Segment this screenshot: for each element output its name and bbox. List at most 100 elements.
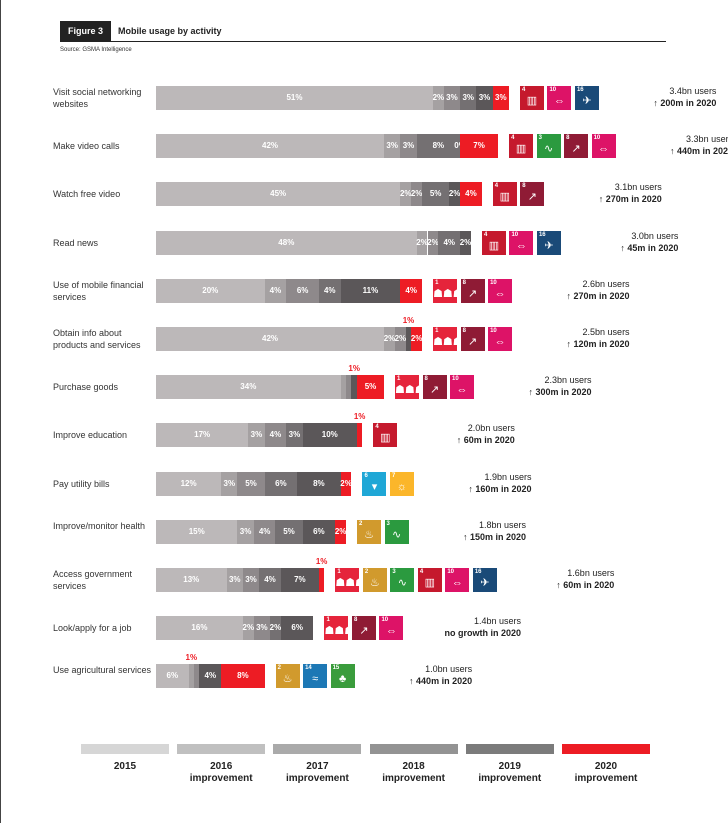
row-label: Watch free video xyxy=(53,189,121,200)
legend-label-2015: 2015 xyxy=(81,761,169,773)
legend-year: 2016 xyxy=(210,761,233,772)
bar-segment-label: 7% xyxy=(294,575,306,584)
bar-segment-label: 48% xyxy=(278,237,295,247)
dove-icon: ✈ xyxy=(544,239,554,252)
sdg-1-person-group-icon: 1 ☗☗☗ xyxy=(335,568,365,592)
bar-segment-2016 xyxy=(416,230,428,255)
bar-segment-label: 5% xyxy=(429,189,442,199)
bar-segment-label: 51% xyxy=(286,93,303,102)
bar-segment-2017 xyxy=(400,134,417,159)
heartbeat-icon: ∿ xyxy=(391,528,402,541)
bar-segment-2018 xyxy=(416,134,461,159)
sdg-4-book-icon: 4 ▥ xyxy=(519,86,544,110)
users-summary: 3.1bn users ↑ 270m in 2020 xyxy=(552,181,662,205)
bar-segment-2017 xyxy=(237,471,265,496)
growth-chart-icon: ↗ xyxy=(527,191,537,204)
users-summary: 2.3bn users ↑ 300m in 2020 xyxy=(482,374,592,398)
book-icon: ▥ xyxy=(515,143,527,156)
bar-segment-2020 xyxy=(335,519,347,544)
legend-year: 2020 xyxy=(594,761,618,772)
bar-segment-label: 45% xyxy=(270,189,287,199)
sdg-1-person-group-icon: 1 ☗☗☗ xyxy=(433,278,463,303)
sdg-number: 10 xyxy=(593,135,601,142)
bar-segment-label: 2% xyxy=(394,334,407,343)
bar-segment-label: 3% xyxy=(256,623,268,633)
users-growth: ↑ 160m in 2020 xyxy=(468,483,532,494)
bar-segment-label: 3% xyxy=(478,93,491,102)
row-label: Look/apply for a job xyxy=(53,623,132,634)
bar-segment-label: 16% xyxy=(191,623,208,633)
sdg-10-equality-icon: 10 ⇔ xyxy=(509,230,534,255)
sdg-number: 1 xyxy=(337,569,341,575)
users-summary: 1.0bn users ↑ 440m in 2020 xyxy=(362,663,472,687)
equality-icon: ⇔ xyxy=(494,287,506,300)
bar-segment-label: 4% xyxy=(405,285,417,295)
sdg-10-equality-icon: 10 ⇔ xyxy=(450,375,475,400)
legend-label-2018: 2018 improvement xyxy=(370,761,458,785)
sdg-number: 1 xyxy=(326,617,330,624)
users-count: 3.0bn users xyxy=(631,230,679,241)
legend-swatch-2016 xyxy=(177,744,266,754)
bar-segment-2019 xyxy=(297,471,341,496)
users-count: 1.4bn users xyxy=(473,616,521,627)
bar-segment-2016 xyxy=(384,327,395,351)
row-label: Read news xyxy=(53,237,99,248)
bar-segment-2017 xyxy=(411,182,423,207)
bar-segment-label: 6% xyxy=(296,285,309,295)
sdg-number: 8 xyxy=(424,376,428,383)
sdg-number: 8 xyxy=(566,135,570,142)
users-count: 1.9bn users xyxy=(484,471,532,482)
legend-label-2020: 2020 improvement xyxy=(562,761,650,785)
book-icon: ▥ xyxy=(499,191,510,204)
users-growth: ↑ 270m in 2020 xyxy=(598,194,662,205)
bar-segment-2016 xyxy=(248,423,265,448)
bar-segment-label: 11% xyxy=(362,285,379,295)
sdg-4-book-icon: 4 ▥ xyxy=(492,182,517,207)
bar-segment-label: 1% xyxy=(353,412,366,422)
bar-segment-2016 xyxy=(264,278,287,303)
sun-icon: ☼ xyxy=(396,480,408,493)
growth-chart-icon: ↗ xyxy=(467,336,478,348)
bar-segment-2020 xyxy=(356,423,363,448)
bar-segment-2015 xyxy=(156,471,222,496)
bar-segment-2015 xyxy=(156,327,385,351)
bar-segment-2018 xyxy=(275,519,303,544)
bar-segment-2020 xyxy=(356,375,385,400)
sdg-number: 8 xyxy=(522,183,526,190)
bar-segment-label: 5% xyxy=(283,526,295,536)
sdg-number: 3 xyxy=(538,135,542,142)
users-summary: 1.6bn users ↑ 60m in 2020 xyxy=(504,567,614,591)
figure-title: Mobile usage by activity xyxy=(118,26,222,36)
bar-segment-2016 xyxy=(221,471,238,496)
sdg-number: 1 xyxy=(397,376,401,383)
sdg-number: 1 xyxy=(435,279,439,286)
sdg-8-growth-chart-icon: 8 ↗ xyxy=(422,375,447,400)
users-count: 1.6bn users xyxy=(567,568,615,578)
bar-segment-label: 8% xyxy=(432,141,445,151)
growth-chart-icon: ↗ xyxy=(359,625,369,638)
bar-segment-2016 xyxy=(226,568,243,592)
bar-segment-label: 3% xyxy=(495,93,507,102)
bar-segment-2018 xyxy=(286,423,303,448)
users-count: 1.8bn users xyxy=(479,519,527,530)
users-count: 2.0bn users xyxy=(467,423,515,434)
figure-tag: Figure 3 xyxy=(60,21,112,41)
legend-year: 2018 xyxy=(402,761,425,772)
bar-segment-label: 3% xyxy=(446,93,458,102)
person-group-icon: ☗☗☗ xyxy=(433,287,463,300)
title-divider xyxy=(60,41,666,42)
bar-segment-label: 3% xyxy=(386,141,398,151)
bar-segment-2020 xyxy=(411,327,423,351)
bar-segment-label: 1% xyxy=(402,316,415,325)
bar-segment-2020 xyxy=(492,86,509,110)
growth-chart-icon: ↗ xyxy=(467,287,478,300)
sdg-10-equality-icon: 10 ⇔ xyxy=(488,327,513,351)
sdg-number: 10 xyxy=(490,279,497,286)
legend-year: 2015 xyxy=(113,761,137,772)
bar-segment-2016 xyxy=(384,134,401,159)
sdg-number: 1 xyxy=(435,328,439,334)
book-icon: ▥ xyxy=(526,95,538,107)
sdg-1-person-group-icon: 1 ☗☗☗ xyxy=(433,327,463,351)
bar-segment-2020 xyxy=(460,182,482,207)
sdg-4-book-icon: 4 ▥ xyxy=(373,423,398,448)
